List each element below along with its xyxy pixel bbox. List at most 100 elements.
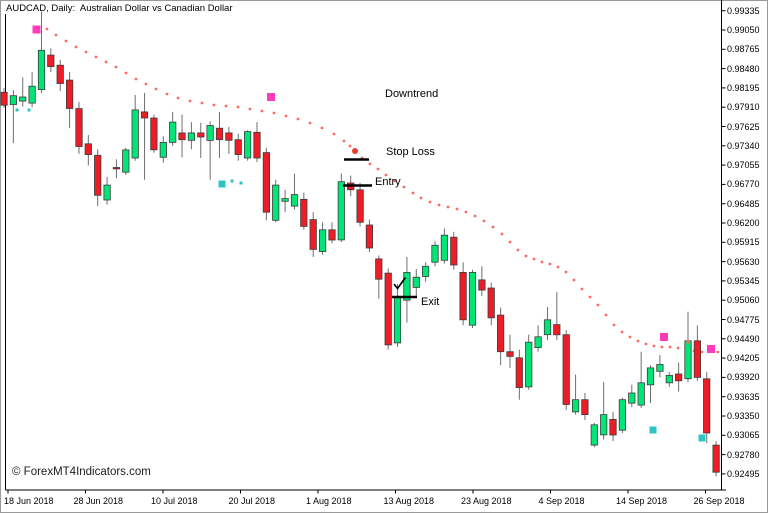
price-tick-label: 0.98480 [727, 63, 760, 74]
price-tick-label: 0.95345 [727, 275, 760, 286]
signal-markers [15, 25, 715, 442]
date-tick-label: 18 Jun 2018 [4, 496, 54, 506]
candle [562, 330, 570, 410]
price-tick-label: 0.92780 [727, 449, 760, 460]
date-tick-label: 1 Aug 2018 [306, 496, 352, 506]
candle [281, 189, 289, 213]
candle [178, 114, 186, 158]
candle [384, 268, 392, 350]
candle [187, 122, 195, 150]
cyan-signal-square [698, 434, 706, 442]
candle [609, 411, 617, 442]
candle [684, 311, 692, 383]
candle [206, 121, 214, 180]
candle [140, 93, 149, 180]
price-tick-label: 0.93920 [727, 372, 760, 383]
price-tick-label: 0.93635 [727, 391, 760, 402]
candle [459, 262, 467, 326]
price-tick-label: 0.99335 [727, 5, 760, 16]
candle [75, 101, 83, 154]
trade-annotations [343, 148, 417, 299]
candle [478, 266, 486, 297]
ma-dotted-line [45, 27, 720, 354]
price-tick-label: 0.98765 [727, 44, 760, 55]
candle [515, 349, 523, 400]
magenta-signal-square [267, 93, 275, 101]
candle [506, 334, 514, 368]
candle [290, 173, 299, 210]
price-tick-label: 0.97340 [727, 140, 760, 151]
date-tick-label: 20 Jul 2018 [228, 496, 276, 506]
candle [421, 262, 430, 282]
candle [693, 325, 702, 381]
chart-title: AUDCAD, Daily: Australian Dollar vs Cana… [6, 3, 233, 14]
magenta-signal-square [707, 345, 715, 353]
candle [66, 72, 74, 129]
candle [600, 382, 608, 440]
watermark: © ForexMT4Indicators.com [12, 466, 151, 478]
stop-loss-label: Stop Loss [386, 146, 435, 158]
price-tick-label: 0.98195 [727, 82, 760, 93]
candle [37, 11, 46, 93]
candle [431, 241, 439, 267]
candle [496, 307, 505, 366]
candle [112, 159, 120, 179]
candle [572, 374, 580, 415]
candle [318, 222, 327, 255]
candle [675, 362, 683, 392]
price-tick-label: 0.96485 [727, 198, 760, 209]
cyan-signal-square [218, 180, 226, 188]
entry-label: Entry [375, 176, 401, 188]
price-tick-label: 0.93065 [727, 430, 760, 441]
date-tick-label: 10 Jul 2018 [151, 496, 198, 506]
candle [94, 149, 102, 207]
candle [9, 90, 17, 144]
magenta-signal-square [32, 25, 41, 34]
price-tick-label: 0.94205 [727, 353, 760, 364]
candle [590, 422, 598, 448]
price-tick-label: 0.97910 [727, 102, 760, 113]
price-tick-label: 0.99050 [727, 25, 760, 35]
axis-frame [5, 0, 726, 491]
candles [0, 11, 720, 477]
candle [618, 397, 627, 433]
candle [553, 292, 561, 341]
candle [440, 228, 449, 264]
candle [253, 122, 261, 163]
price-tick-label: 0.94775 [727, 314, 760, 325]
candle [56, 59, 64, 91]
exit-label: Exit [421, 296, 440, 308]
candle [534, 325, 542, 352]
candle [159, 136, 167, 163]
price-tick-label: 0.93350 [727, 411, 760, 421]
candle [628, 384, 636, 408]
candle [169, 111, 177, 146]
candle [656, 355, 664, 378]
price-tick-label: 0.97625 [727, 121, 760, 132]
stop-loss-dot [352, 148, 358, 154]
cyan-signal-square [649, 426, 657, 434]
candle [234, 133, 242, 161]
price-tick-label: 0.96200 [727, 218, 760, 228]
candle [468, 269, 477, 328]
price-tick-label: 0.95630 [727, 256, 760, 267]
candle [243, 130, 252, 161]
price-tick-label: 0.97055 [727, 160, 760, 171]
candle [197, 122, 205, 158]
candle [131, 95, 139, 161]
candle [337, 173, 345, 242]
candle [487, 282, 495, 326]
candle [450, 231, 458, 270]
candle [703, 372, 711, 444]
candle [19, 77, 27, 107]
magenta-signal-square [660, 333, 668, 341]
candle [300, 192, 308, 230]
price-tick-label: 0.94490 [727, 333, 760, 344]
candle [356, 183, 364, 227]
candle [328, 222, 336, 244]
date-tick-label: 28 Jun 2018 [73, 496, 124, 506]
candle [646, 365, 655, 404]
candle [272, 179, 280, 223]
